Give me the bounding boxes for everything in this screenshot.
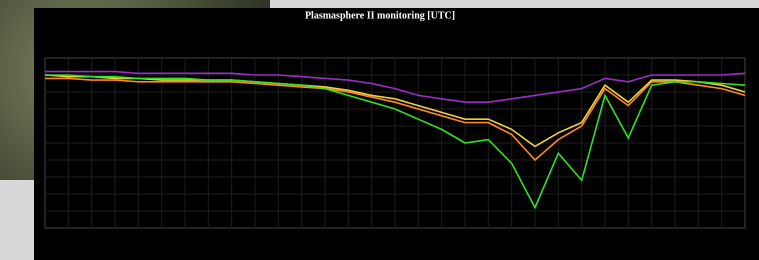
chart: Plasmasphere II monitoring [UTC] [0,0,759,260]
page: Plasmasphere II monitoring [UTC] (() => … [0,0,759,260]
chart-title: Plasmasphere II monitoring [UTC] [305,10,455,21]
chart-panel [34,8,759,260]
